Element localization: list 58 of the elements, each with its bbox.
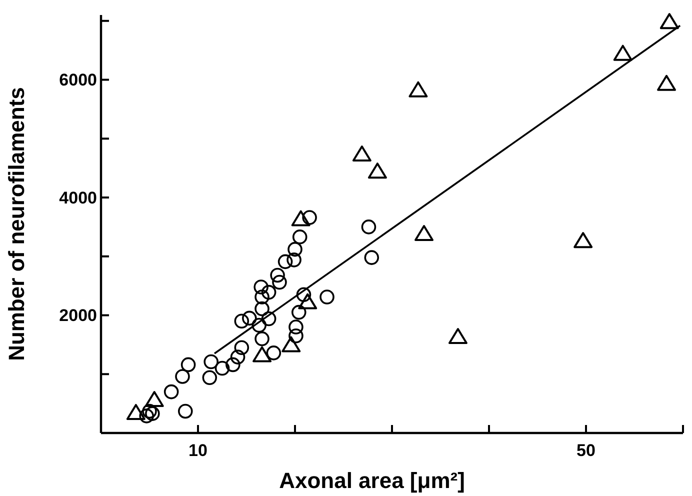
point xyxy=(214,360,230,376)
y-tick-label: 6000 xyxy=(59,70,97,90)
point xyxy=(254,280,268,294)
point xyxy=(291,210,310,226)
point xyxy=(414,225,434,242)
x-tick-label: 50 xyxy=(576,441,596,460)
point xyxy=(272,274,287,290)
point xyxy=(364,250,380,265)
point xyxy=(254,290,270,304)
y-tick-label: 2000 xyxy=(59,306,97,326)
point xyxy=(286,252,302,268)
point xyxy=(234,314,250,329)
point xyxy=(292,230,308,244)
point xyxy=(226,357,240,372)
point xyxy=(291,304,306,320)
point xyxy=(242,310,257,326)
point xyxy=(178,404,193,419)
point xyxy=(252,346,272,362)
x-tick-label: 10 xyxy=(188,441,208,460)
point xyxy=(288,320,304,334)
point xyxy=(164,384,179,400)
point xyxy=(660,13,679,30)
point xyxy=(139,408,154,424)
point xyxy=(254,331,270,346)
point xyxy=(261,311,276,326)
point xyxy=(142,404,157,419)
point xyxy=(574,232,593,248)
x-axis-title: Axonal area [μm²] xyxy=(279,468,465,493)
point xyxy=(288,242,302,257)
point xyxy=(302,210,317,225)
point xyxy=(202,370,218,386)
point xyxy=(145,406,160,421)
point xyxy=(613,44,632,61)
point xyxy=(261,284,276,300)
point xyxy=(175,369,190,384)
point xyxy=(270,268,285,283)
point xyxy=(288,328,304,344)
point xyxy=(126,404,146,420)
point xyxy=(408,81,428,98)
y-axis-title: Number of neurofilaments xyxy=(4,87,29,361)
point xyxy=(282,336,301,352)
point xyxy=(352,146,372,162)
point xyxy=(204,354,218,370)
point xyxy=(252,318,267,333)
point xyxy=(180,357,196,372)
point xyxy=(368,162,387,179)
point xyxy=(230,350,246,364)
y-tick-label: 4000 xyxy=(59,188,97,208)
point xyxy=(320,290,334,304)
point xyxy=(234,340,250,356)
point xyxy=(144,391,164,408)
point xyxy=(657,74,676,91)
point xyxy=(266,346,282,360)
point xyxy=(254,301,270,316)
point xyxy=(448,328,468,344)
point xyxy=(361,220,376,234)
point xyxy=(278,254,293,270)
point xyxy=(298,293,318,310)
